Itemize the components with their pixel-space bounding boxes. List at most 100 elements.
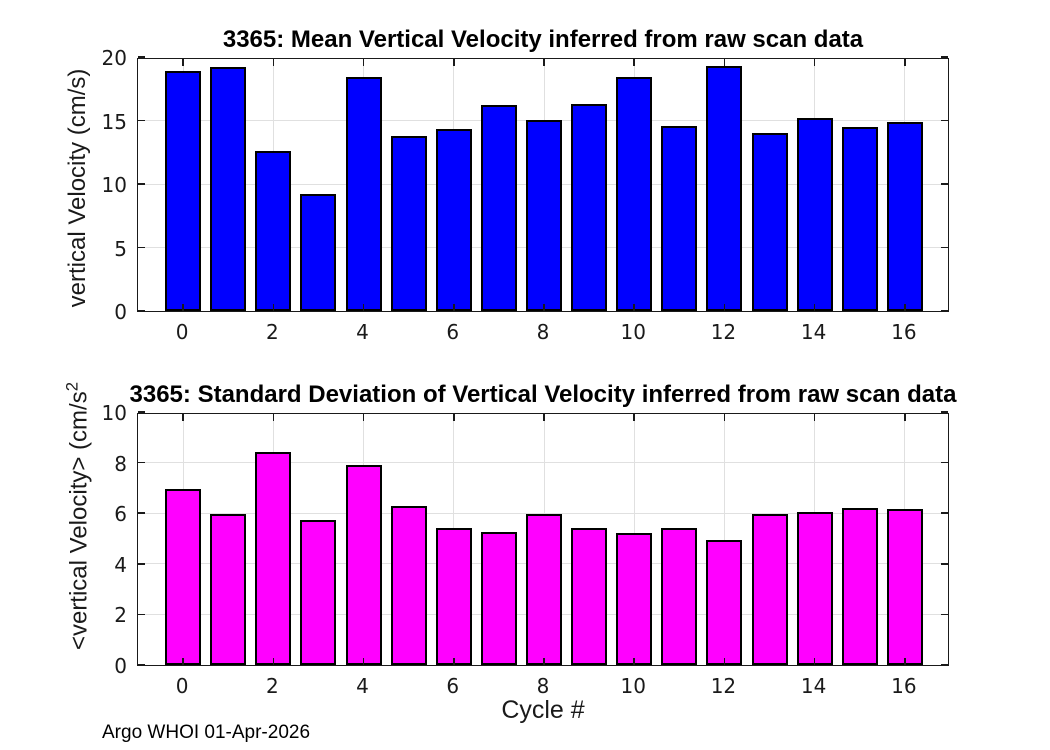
bar — [616, 533, 653, 665]
x-tick-mark — [723, 304, 726, 311]
y-tick-mark — [138, 56, 145, 58]
watermark-text: Argo WHOI 01-Apr-2026 — [102, 722, 311, 743]
y-tick-mark — [138, 411, 145, 413]
bar — [886, 509, 923, 665]
y-tick-mark — [138, 563, 145, 565]
bar — [480, 105, 517, 311]
bar — [661, 126, 698, 311]
y-tick-mark — [941, 246, 948, 249]
x-tick-mark — [453, 304, 455, 311]
y-tick-mark — [941, 563, 948, 565]
y-tick-mark — [941, 613, 948, 616]
bar — [841, 127, 878, 311]
y-tick-label: 6 — [114, 502, 127, 527]
x-tick-label: 10 — [620, 674, 646, 698]
x-tick-mark — [813, 304, 816, 311]
y-tick-label: 8 — [114, 451, 127, 476]
x-tick-mark — [362, 414, 365, 421]
x-tick-label: 16 — [891, 674, 917, 698]
x-tick-mark — [723, 658, 726, 665]
y-tick-mark — [138, 119, 145, 122]
y-tick-label: 20 — [101, 46, 127, 70]
bar — [390, 136, 427, 311]
y-tick-mark — [941, 411, 948, 413]
x-tick-mark — [723, 414, 726, 421]
x-tick-label: 14 — [800, 674, 827, 698]
bar — [751, 133, 788, 311]
x-tick-mark — [272, 658, 275, 665]
x-tick-label: 4 — [356, 674, 369, 698]
bar — [796, 118, 833, 311]
x-tick-mark — [904, 658, 906, 665]
y-tick-mark — [138, 461, 145, 464]
y-tick-mark — [138, 246, 145, 249]
x-tick-label: 0 — [175, 320, 189, 344]
y-tick-mark — [138, 613, 145, 616]
bar — [661, 528, 698, 665]
y-tick-mark — [941, 183, 948, 185]
y-tick-label: 0 — [114, 300, 127, 324]
x-tick-mark — [543, 304, 545, 311]
y-gridline — [138, 512, 948, 514]
x-tick-mark — [453, 414, 455, 421]
bar — [571, 528, 608, 665]
bar — [706, 66, 743, 311]
x-tick-mark — [633, 414, 635, 421]
y-tick-label: 4 — [114, 552, 127, 577]
y-tick-mark — [138, 512, 145, 514]
bar — [796, 512, 833, 665]
x-tick-mark — [813, 658, 816, 665]
bar — [345, 77, 382, 311]
y-tick-mark — [941, 119, 948, 122]
x-tick-label: 4 — [356, 320, 369, 344]
x-tick-label: 6 — [446, 674, 460, 698]
bar — [345, 465, 382, 665]
y-tick-label: 5 — [114, 236, 127, 261]
y-tick-mark — [941, 56, 948, 58]
chart-title: 3365: Standard Deviation of Vertical Vel… — [129, 381, 957, 408]
x-tick-mark — [543, 658, 545, 665]
x-tick-label: 12 — [710, 674, 737, 698]
x-tick-mark — [272, 59, 275, 66]
x-tick-mark — [362, 658, 365, 665]
y-tick-label: 15 — [101, 109, 127, 134]
bar — [255, 151, 292, 311]
bar — [210, 514, 247, 665]
x-tick-mark — [543, 414, 545, 421]
x-tick-label: 2 — [265, 320, 279, 344]
bar — [886, 122, 923, 311]
y-tick-label: 10 — [101, 173, 127, 197]
x-tick-label: 10 — [620, 320, 646, 344]
x-tick-mark — [633, 59, 635, 66]
x-tick-label: 0 — [175, 674, 189, 698]
x-tick-mark — [904, 59, 906, 66]
bar — [841, 508, 878, 665]
bar — [706, 540, 743, 665]
chart-title: 3365: Mean Vertical Velocity inferred fr… — [222, 26, 864, 53]
x-tick-mark — [182, 59, 184, 66]
bar — [210, 67, 247, 311]
bar — [300, 520, 337, 665]
y-tick-label: 0 — [114, 654, 127, 678]
bar — [571, 104, 608, 311]
bar — [525, 120, 563, 311]
x-tick-mark — [543, 59, 545, 66]
bar — [255, 452, 292, 665]
x-tick-mark — [182, 414, 184, 421]
bar — [435, 528, 472, 665]
x-tick-label: 2 — [265, 674, 279, 698]
x-tick-mark — [362, 59, 365, 66]
x-tick-mark — [272, 414, 275, 421]
bar — [616, 77, 653, 311]
y-tick-mark — [941, 461, 948, 464]
bar — [480, 532, 517, 665]
plot-area — [137, 411, 949, 666]
x-tick-label: 8 — [536, 674, 550, 698]
y-gridline — [138, 462, 948, 464]
x-axis-label: Cycle # — [501, 696, 585, 724]
y-tick-mark — [138, 183, 145, 185]
bar — [390, 506, 427, 665]
bar — [525, 514, 563, 665]
x-tick-mark — [904, 304, 906, 311]
